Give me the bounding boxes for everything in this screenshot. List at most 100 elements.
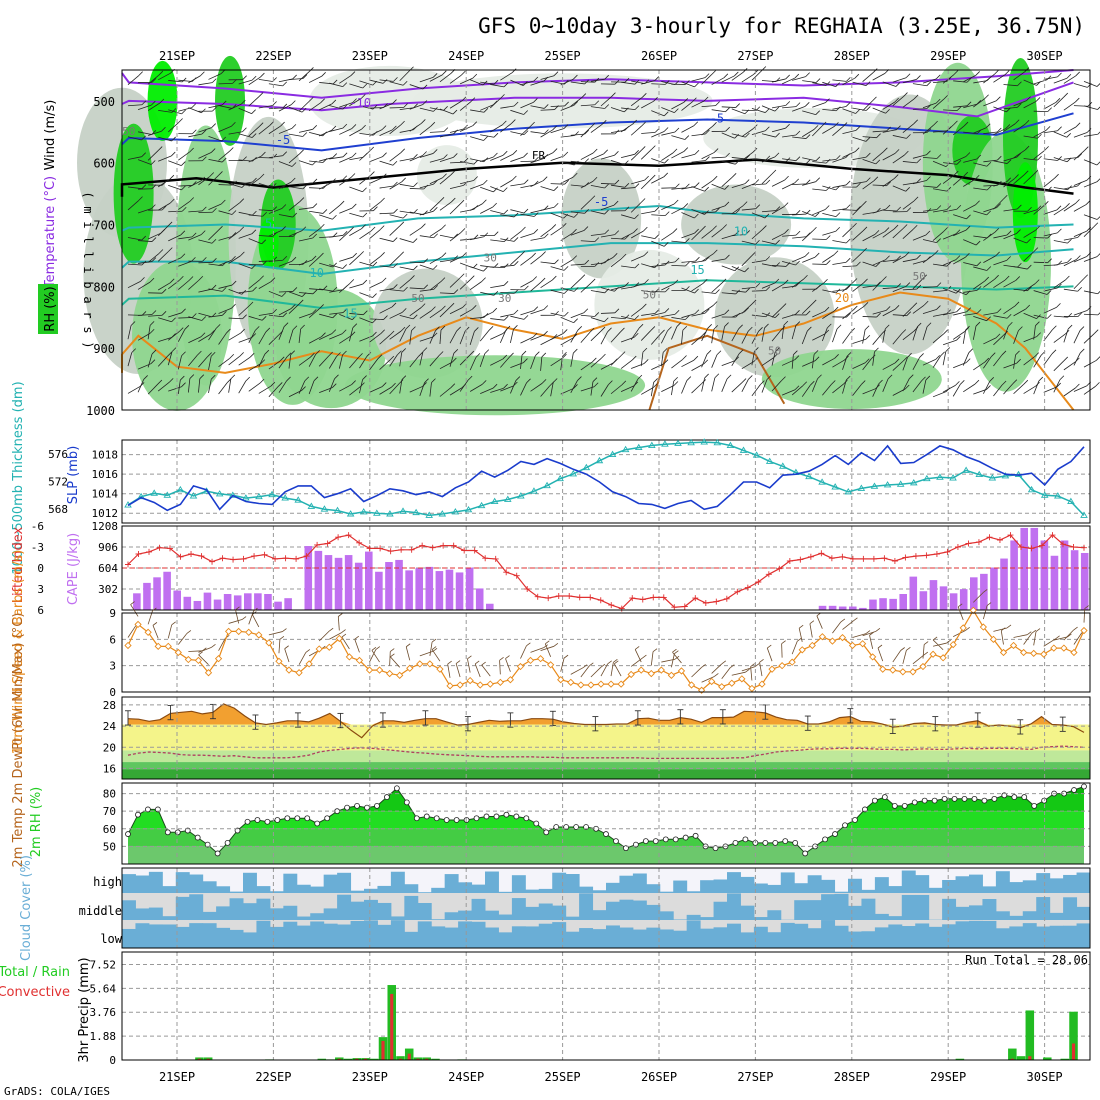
li-tick-label: -3 xyxy=(31,541,44,554)
wind-barb xyxy=(530,255,542,265)
wind-barb xyxy=(832,240,847,244)
surface-wind-barb xyxy=(798,628,803,642)
surface-wind-barb-flag xyxy=(932,636,938,641)
wind-barb xyxy=(610,355,622,366)
wind-barb-flag xyxy=(342,175,348,181)
wind-barb-flag xyxy=(903,92,908,97)
wind-barb-flag xyxy=(463,124,468,130)
wind-barb-flag xyxy=(502,120,507,126)
cloud-cover-cell xyxy=(525,926,540,948)
wind-barb-flag xyxy=(1036,205,1042,211)
wind-barb-flag xyxy=(1076,255,1081,260)
wind-barb xyxy=(470,266,484,272)
wind-barb-flag xyxy=(377,354,383,359)
wind-barb-flag xyxy=(692,97,697,103)
rh-point xyxy=(413,815,420,822)
wind-barb-flag xyxy=(573,101,579,106)
wind-speed-point xyxy=(1080,626,1088,635)
wind-barb xyxy=(933,80,948,84)
wind-barb xyxy=(439,292,454,294)
wind-barb xyxy=(822,108,837,112)
wind-barb-flag xyxy=(349,226,354,232)
cape-bar xyxy=(415,568,423,610)
wind-barb-flag xyxy=(885,255,890,261)
wind-barb xyxy=(953,105,968,108)
wind-barb xyxy=(409,227,422,236)
wind-barb-flag xyxy=(277,382,283,387)
wind-barb xyxy=(832,157,846,163)
wind-barb xyxy=(973,389,987,395)
wind-barb xyxy=(661,131,676,136)
wind-barb-flag xyxy=(212,106,217,112)
lifted-index-point xyxy=(650,594,657,601)
surface-wind-barb-flag xyxy=(781,640,786,644)
wind-barb-flag xyxy=(614,230,620,235)
wind-barb-flag xyxy=(221,157,227,163)
wind-barb xyxy=(741,361,755,370)
wind-barb-flag xyxy=(634,183,640,188)
cloud-cover-cell xyxy=(1022,880,1037,893)
wind-barb-flag xyxy=(272,101,277,106)
wind-barb xyxy=(248,363,262,372)
thickness-point xyxy=(844,488,853,495)
wind-barb-flag xyxy=(976,154,982,160)
wind-barb-flag xyxy=(259,378,265,384)
cloud-cover-cell xyxy=(619,927,634,948)
wind-barb xyxy=(761,156,776,163)
wind-barb-flag xyxy=(795,130,801,136)
wind-barb xyxy=(319,288,334,292)
wind-barb-flag xyxy=(433,107,438,112)
wind-barb xyxy=(308,336,322,344)
wind-barb xyxy=(932,391,947,398)
wind-barb xyxy=(127,75,139,86)
wind-barb xyxy=(731,382,743,393)
wind-barb xyxy=(650,333,661,345)
wind-barb-flag xyxy=(543,205,549,210)
wind-barb xyxy=(449,255,463,263)
wind-barb-flag xyxy=(432,149,438,154)
pressure-axis-letter: i xyxy=(81,221,95,228)
cloud-cover-cell xyxy=(646,927,661,948)
wind-barb-flag xyxy=(663,111,669,117)
wind-barb-flag xyxy=(966,307,972,312)
wind-barb-flag xyxy=(332,313,338,319)
wind-barb xyxy=(137,159,152,165)
precip-total-bar xyxy=(370,1058,379,1060)
wind-barb xyxy=(852,204,863,216)
wind-barb-flag xyxy=(280,121,285,127)
wind-barb xyxy=(681,125,694,133)
wind-barb-flag xyxy=(450,383,456,388)
wind-barb xyxy=(339,335,352,344)
wind-barb-flag xyxy=(488,326,494,331)
wind-barb xyxy=(560,259,573,268)
wind-barb-flag xyxy=(577,326,583,331)
wind-barb xyxy=(570,263,585,266)
cloud-cover-cell xyxy=(915,894,930,920)
wind-barb xyxy=(218,259,232,266)
wind-barb-flag xyxy=(955,229,961,235)
cloud-cover-cell xyxy=(1036,873,1051,893)
wind-barb-flag xyxy=(994,228,1000,233)
rh-point xyxy=(1011,794,1018,800)
surface-wind-barb-flag xyxy=(840,618,846,623)
wind-barb-flag xyxy=(471,305,477,310)
day-label-top: 27SEP xyxy=(737,49,773,63)
wind-barb xyxy=(228,378,232,393)
day-label-bottom: 28SEP xyxy=(834,1070,870,1084)
wind-barb xyxy=(761,210,776,213)
wind-barb-flag xyxy=(738,349,744,355)
wind-barb xyxy=(731,234,746,237)
wind-barb-flag xyxy=(272,308,277,314)
wind-barb-flag xyxy=(1034,279,1040,284)
wind-speed-tick-label: 3 xyxy=(109,660,116,673)
wind-barb-flag xyxy=(483,266,488,272)
wind-barb-flag xyxy=(821,121,827,127)
wind-barb xyxy=(852,282,864,292)
day-label-top: 21SEP xyxy=(159,49,195,63)
rh-point xyxy=(662,836,669,843)
wind-barb-flag xyxy=(712,122,717,127)
wind-barb xyxy=(1033,325,1036,340)
wind-barb-flag xyxy=(401,308,407,313)
wind-barb-flag xyxy=(191,232,197,238)
